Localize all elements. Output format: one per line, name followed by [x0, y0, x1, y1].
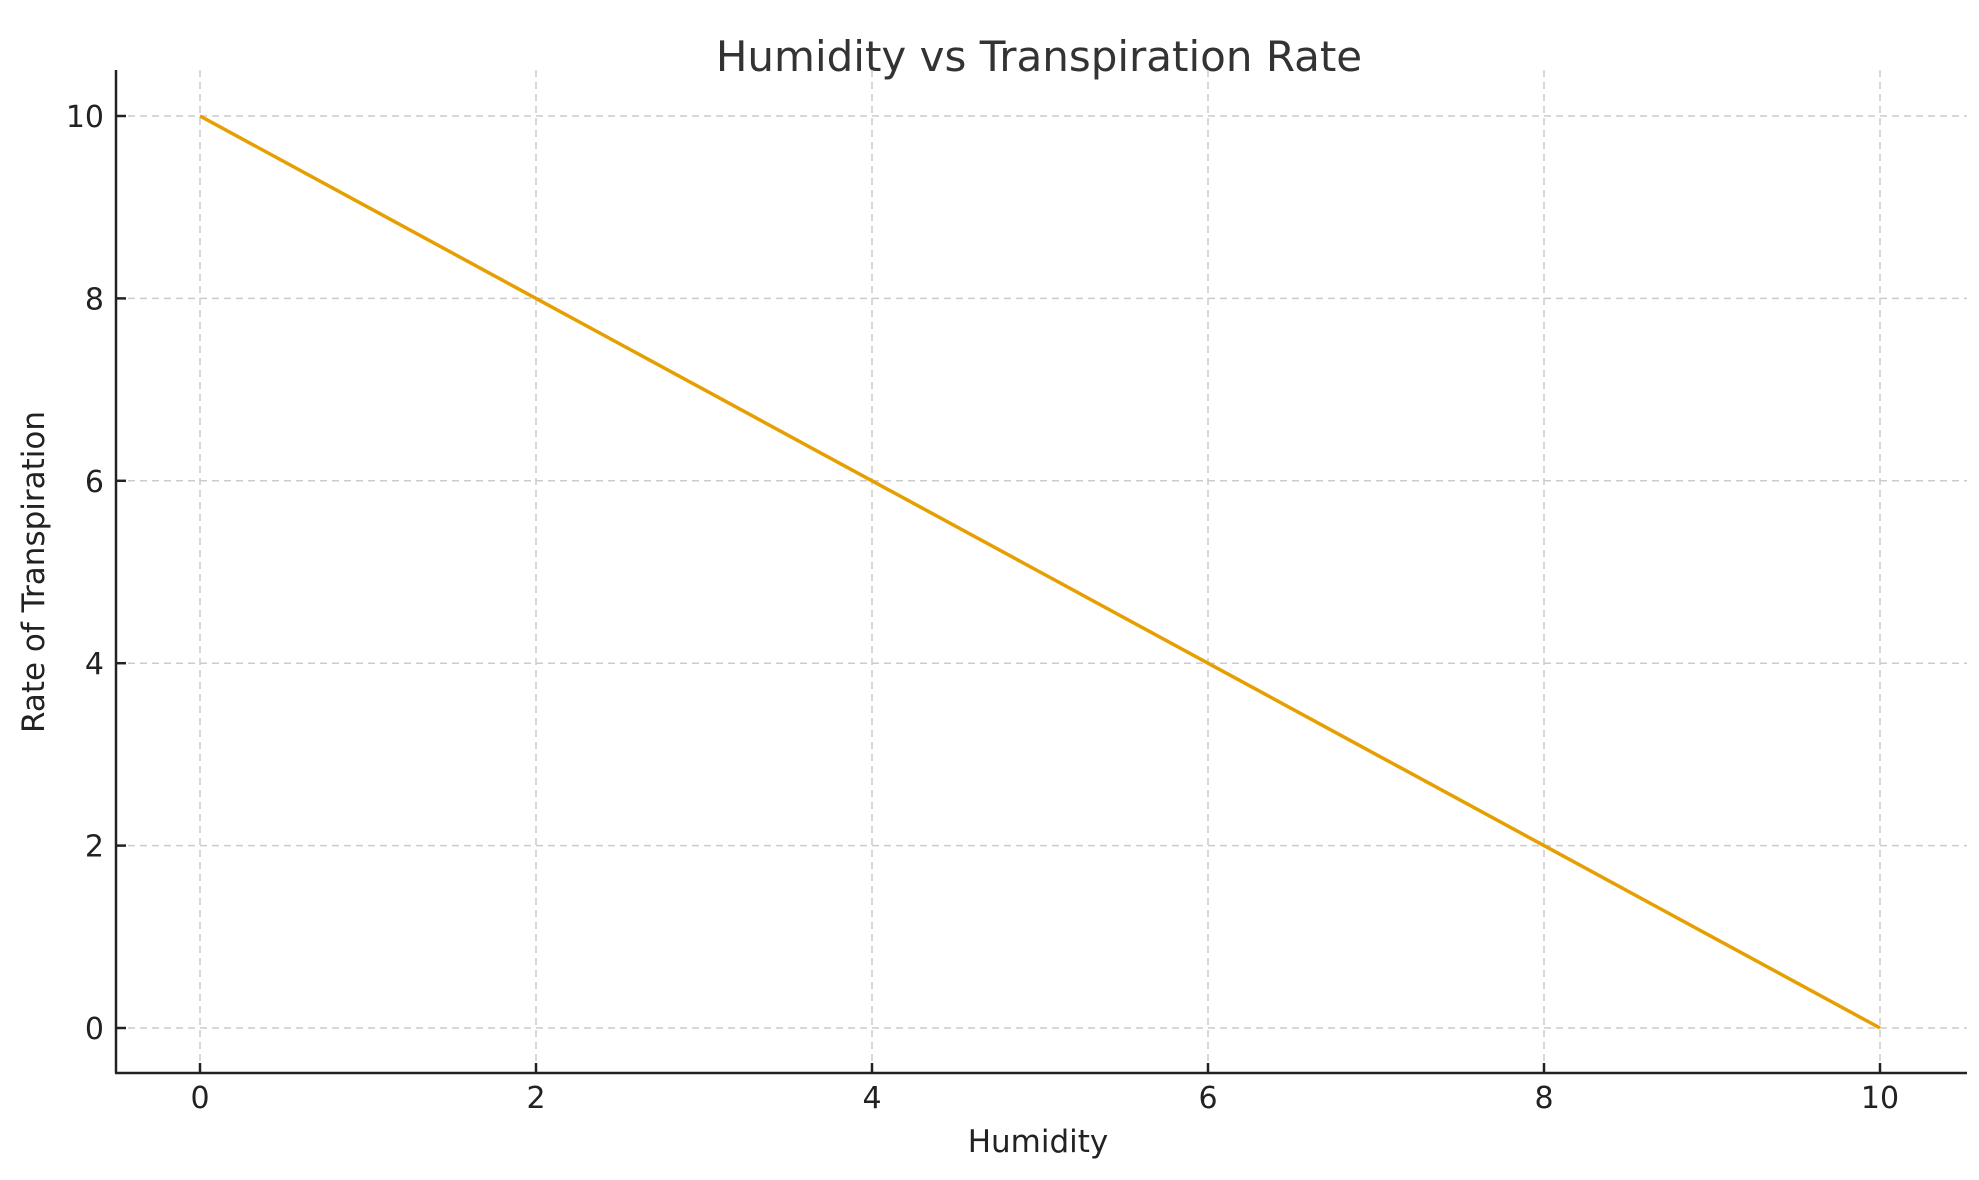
x-tick-label: 8: [1534, 1081, 1553, 1116]
y-tick-label: 0: [85, 1012, 104, 1047]
x-tick-label: 0: [190, 1081, 209, 1116]
x-axis-ticks: 0 2 4 6 8 10: [190, 1063, 1899, 1116]
series-line: [199, 114, 1881, 1030]
y-tick-label: 4: [85, 647, 104, 682]
y-tick-label: 2: [85, 830, 104, 865]
x-tick-label: 4: [862, 1081, 881, 1116]
x-tick-label: 6: [1198, 1081, 1217, 1116]
x-axis-label: Humidity: [968, 1124, 1109, 1160]
y-tick-label: 8: [85, 282, 104, 317]
axes: [114, 70, 1967, 1075]
series-lines: [199, 114, 1881, 1030]
x-tick-label: 10: [1861, 1081, 1899, 1116]
y-axis-ticks: 0 2 4 6 8 10: [66, 100, 126, 1047]
grid: [116, 70, 1967, 1073]
y-tick-label: 10: [66, 100, 104, 135]
y-axis-label: Rate of Transpiration: [16, 411, 52, 733]
y-tick-label: 6: [85, 465, 104, 500]
x-tick-label: 2: [526, 1081, 545, 1116]
chart-title: Humidity vs Transpiration Rate: [716, 32, 1362, 81]
